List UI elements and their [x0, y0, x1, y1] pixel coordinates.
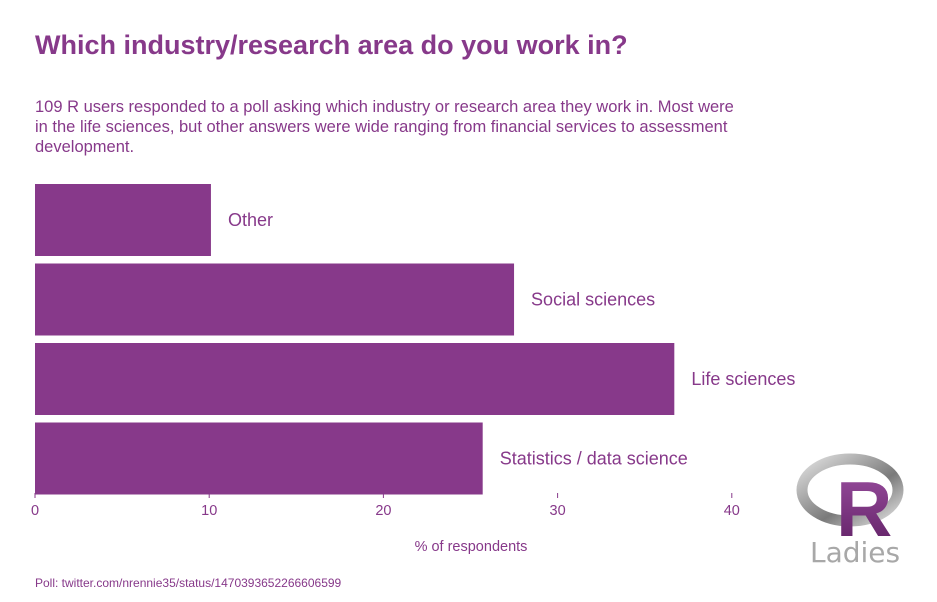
x-tick-label: 10 [201, 503, 217, 519]
chart-title: Which industry/research area do you work… [35, 30, 628, 60]
chart-subtitle-line: 109 R users responded to a poll asking w… [35, 98, 734, 116]
bar-statistics-data-science [35, 422, 483, 495]
bar-label: Statistics / data science [500, 449, 688, 469]
logo-ring [796, 453, 904, 527]
chart-subtitle-line: development. [35, 138, 134, 156]
bar-label: Life sciences [691, 369, 795, 389]
chart-caption: Poll: twitter.com/nrennie35/status/14703… [35, 576, 342, 590]
chart-subtitle-line: in the life sciences, but other answers … [35, 118, 728, 136]
logo-letter: R [836, 465, 892, 553]
x-axis-ticks: 0 10 20 30 40 [31, 493, 740, 519]
x-tick-label: 0 [31, 503, 39, 519]
bars-group [35, 184, 675, 495]
bar-other [35, 184, 211, 256]
logo-text: Ladies [810, 536, 900, 569]
x-tick-label: 40 [724, 503, 740, 519]
x-tick-label: 20 [375, 503, 391, 519]
bar-label: Other [228, 210, 273, 230]
bar-life-sciences [35, 343, 675, 415]
x-axis-label: % of respondents [415, 539, 528, 555]
bar-label: Social sciences [531, 290, 655, 310]
x-tick-label: 30 [550, 503, 566, 519]
bar-labels-group: Other Social sciences Life sciences Statist… [228, 210, 795, 469]
bar-social-sciences [35, 263, 515, 336]
rladies-logo: R Ladies [796, 453, 904, 569]
